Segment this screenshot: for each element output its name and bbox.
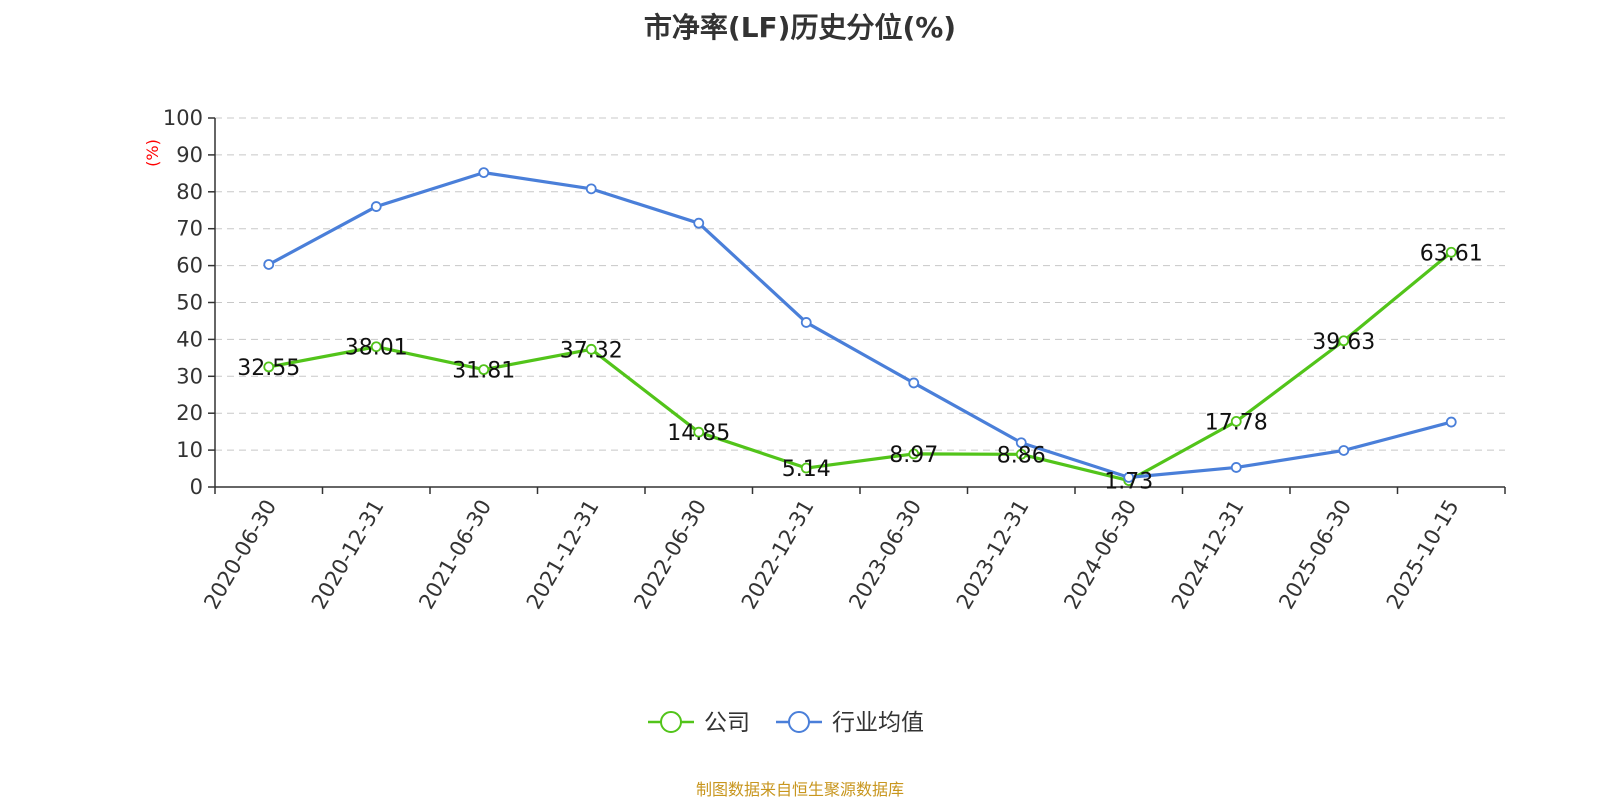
- series-line: [267, 171, 1452, 480]
- data-point: [1338, 445, 1350, 456]
- data-label: 32.55: [237, 356, 300, 381]
- y-tick-label: 70: [176, 217, 203, 241]
- x-tick-label: 2022-12-31: [737, 496, 819, 614]
- data-label: 17.78: [1205, 410, 1268, 435]
- legend-item-company: 公司: [648, 710, 750, 736]
- x-tick-label: 2022-06-30: [629, 496, 711, 614]
- data-point: [1445, 246, 1457, 258]
- y-axis-label: (%): [143, 139, 162, 167]
- x-tick-label: 2025-06-30: [1274, 496, 1356, 614]
- data-label: 63.61: [1420, 241, 1483, 266]
- series-layer: [263, 167, 1457, 487]
- y-tick-label: 10: [176, 438, 203, 462]
- legend-label: 公司: [704, 710, 750, 736]
- x-tick-label: 2021-12-31: [522, 496, 604, 614]
- legend-label: 行业均值: [832, 710, 924, 736]
- grid-lines: [215, 117, 1505, 451]
- x-tick-label: 2020-12-31: [307, 496, 389, 614]
- data-point: [1015, 448, 1027, 460]
- x-tick-label: 2024-06-30: [1059, 496, 1141, 614]
- legend-marker: [660, 711, 682, 733]
- data-point: [370, 341, 382, 353]
- series-industry-average: [263, 167, 1457, 483]
- data-point: [693, 426, 705, 438]
- x-tick-label: 2025-10-15: [1382, 496, 1464, 614]
- data-point: [1230, 462, 1242, 473]
- data-point: [1123, 472, 1135, 483]
- y-tick-label: 30: [176, 364, 203, 388]
- data-point: [478, 167, 490, 179]
- x-tick-label: 2023-06-30: [844, 496, 926, 614]
- data-point: [800, 462, 812, 474]
- data-point: [1338, 335, 1350, 347]
- series-company: [263, 246, 1457, 487]
- data-point: [1445, 416, 1457, 428]
- y-tick-label: 90: [176, 143, 203, 167]
- x-tick-label: 2024-12-31: [1167, 496, 1249, 614]
- data-point: [585, 183, 597, 195]
- y-tick-label: 60: [176, 254, 203, 278]
- data-point: [693, 217, 705, 229]
- y-tick-label: 80: [176, 180, 203, 204]
- data-label: 38.01: [345, 336, 408, 361]
- data-point: [263, 361, 275, 373]
- data-point: [478, 364, 490, 376]
- data-label: 8.86: [997, 443, 1046, 468]
- data-label: 39.63: [1312, 330, 1375, 355]
- y-tick-label: 20: [176, 401, 203, 425]
- legend: 公司 行业均值: [648, 710, 924, 736]
- data-label: 31.81: [452, 359, 515, 384]
- series-line: [268, 251, 1453, 483]
- data-labels: 32.55 38.01 31.81 37.32 14.85 5.14 8.97 8.86 1.7…: [237, 241, 1482, 494]
- data-point: [800, 317, 812, 328]
- x-tick-label: 2021-06-30: [414, 496, 496, 614]
- data-point: [908, 448, 920, 460]
- data-point: [585, 343, 597, 355]
- y-tick-label: 40: [176, 327, 203, 351]
- legend-item-industry-average: 行业均值: [776, 710, 924, 736]
- data-point: [263, 259, 275, 270]
- data-label: 5.14: [782, 457, 831, 482]
- data-point: [1015, 437, 1027, 449]
- x-tick-label: 2020-06-30: [199, 496, 281, 614]
- legend-marker: [788, 711, 810, 733]
- y-tick-label: 0: [190, 475, 203, 499]
- y-tick-label: 100: [163, 106, 203, 130]
- source-note: 制图数据来自恒生聚源数据库: [695, 780, 904, 799]
- data-point: [1230, 415, 1242, 427]
- data-point: [908, 377, 920, 389]
- data-label: 37.32: [560, 338, 623, 363]
- data-label: 1.73: [1104, 470, 1153, 495]
- y-tick-label: 50: [176, 291, 203, 315]
- data-label: 14.85: [667, 421, 730, 446]
- data-point: [370, 201, 382, 212]
- data-label: 8.97: [889, 443, 938, 468]
- chart-title: 市净率(LF)历史分位(%): [643, 11, 957, 44]
- x-tick-label: 2023-12-31: [952, 496, 1034, 614]
